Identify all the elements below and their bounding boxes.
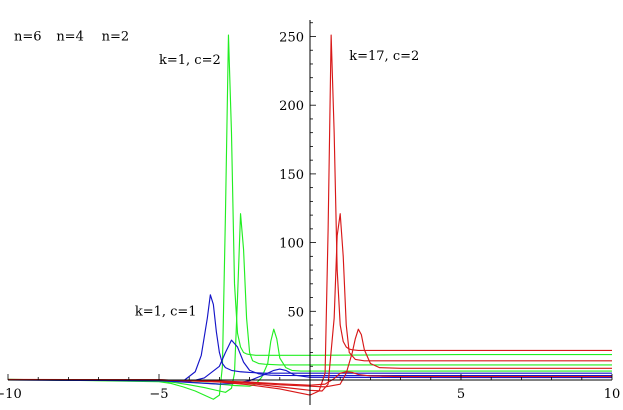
series-line-blue-5 [7,368,612,385]
series-line-red-9 [7,371,612,386]
series-line-blue-3 [7,294,612,382]
series-line-green-1 [7,213,612,393]
chart-annotation: k=1, c=2 [159,53,221,68]
x-tick-label: 10 [604,387,621,402]
chart-series-group [7,34,612,400]
chart-annotation: n=6 [14,30,42,45]
series-line-green-0 [7,34,612,400]
chart-annotation: n=2 [102,30,130,45]
y-tick-label: 150 [279,168,304,183]
chart-annotation: n=4 [56,30,84,45]
chart-annotation: k=1, c=1 [135,304,197,319]
series-line-red-8 [7,328,612,388]
series-line-red-7 [7,213,612,392]
y-tick-label: 50 [287,305,304,320]
chart-ticks [7,22,613,381]
y-tick-label: 100 [279,237,304,252]
x-tick-label: 5 [457,387,465,402]
x-tick-label: −10 [0,387,22,402]
y-tick-label: 200 [279,99,304,114]
chart-tick-labels: −10 −5 5 10 50 100 150 200 250 [0,30,620,402]
x-tick-label: −5 [149,387,168,402]
y-tick-label: 250 [279,30,304,45]
chart-annotations: n=6 n=4 n=2 k=1, c=2 k=17, c=2 k=1, c=1 [14,30,419,320]
chart-axes [8,20,612,405]
chart-annotation: k=17, c=2 [349,49,419,64]
